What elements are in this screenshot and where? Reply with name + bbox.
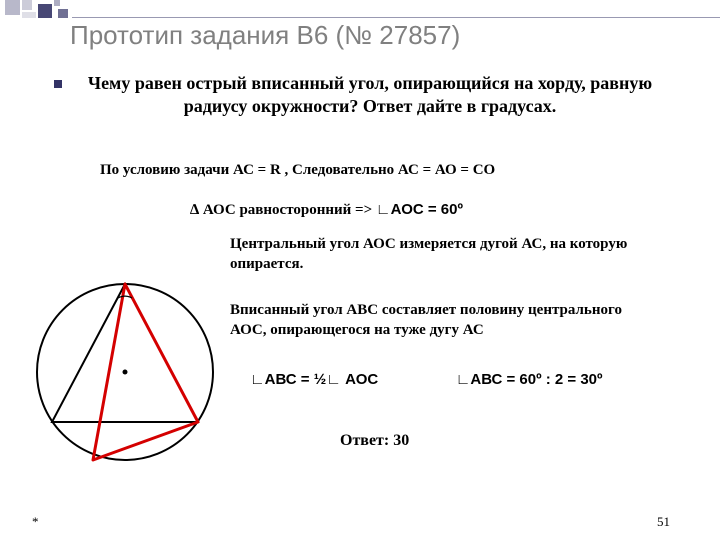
step-5a: ∟АВС = ½∟ АОС — [250, 371, 378, 388]
slide-title: Прототип задания B6 (№ 27857) — [70, 20, 460, 51]
bullet-icon — [54, 80, 62, 88]
footer-left: * — [32, 514, 39, 530]
question-text: Чему равен острый вписанный угол, опираю… — [80, 72, 660, 119]
step-4: Вписанный угол АВС составляет половину ц… — [230, 300, 660, 341]
step-5b: ∟АВС = 60º : 2 = 30º — [456, 371, 603, 388]
step-2b: ∟АОС = 60º — [376, 201, 463, 218]
step-1: По условию задачи АС = R , Следовательно… — [100, 160, 495, 180]
step-3-text: Центральный угол АОС измеряется дугой АС… — [230, 236, 627, 272]
step-3: Центральный угол АОС измеряется дугой АС… — [230, 234, 640, 275]
header-deco — [0, 0, 720, 18]
step-5: ∟АВС = ½∟ АОС ∟АВС = 60º : 2 = 30º — [250, 370, 670, 390]
geometry-diagram — [30, 272, 220, 472]
footer-right: 51 — [657, 514, 670, 530]
answer-text: Ответ: 30 — [340, 432, 409, 450]
step-1-text: По условию задачи АС = R , Следовательно… — [100, 162, 495, 178]
step-2: ∆ АОС равносторонний => ∟АОС = 60º — [190, 200, 463, 220]
step-4-text: Вписанный угол АВС составляет половину ц… — [230, 302, 622, 338]
step-2a: ∆ АОС равносторонний => — [190, 202, 376, 218]
